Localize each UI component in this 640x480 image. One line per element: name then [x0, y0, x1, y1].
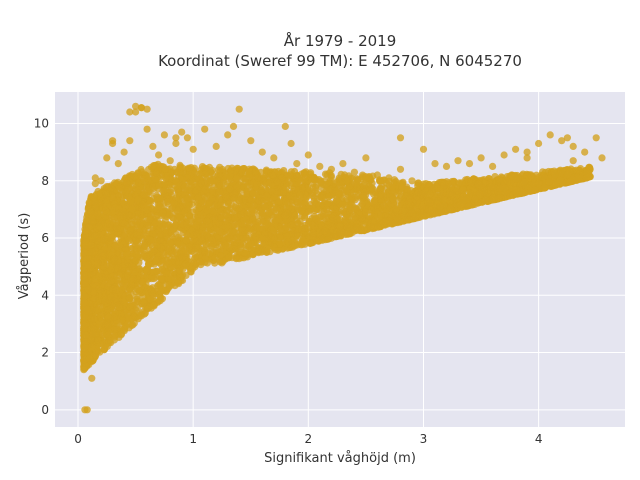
chart-title-line1: År 1979 - 2019	[284, 31, 397, 50]
scatter-point	[182, 260, 190, 268]
scatter-point	[110, 214, 118, 222]
scatter-point	[291, 242, 299, 250]
scatter-point	[300, 213, 309, 222]
scatter-points	[80, 102, 606, 414]
scatter-point	[222, 193, 231, 202]
scatter-point	[347, 193, 355, 201]
scatter-point	[310, 197, 318, 205]
scatter-point	[539, 168, 547, 176]
scatter-point	[168, 250, 176, 258]
scatter-point	[172, 194, 180, 202]
scatter-point	[134, 170, 142, 178]
scatter-point	[139, 292, 147, 300]
scatter-point	[306, 217, 314, 225]
scatter-point	[413, 199, 421, 207]
scatter-point	[232, 254, 240, 262]
chart-title-line2: Koordinat (Sweref 99 TM): E 452706, N 60…	[158, 52, 522, 70]
scatter-point	[169, 225, 178, 233]
scatter-point	[419, 180, 428, 188]
scatter-point	[201, 186, 209, 194]
scatter-point	[144, 165, 153, 174]
scatter-point	[167, 263, 175, 271]
scatter-point	[218, 165, 227, 174]
scatter-point	[83, 217, 91, 225]
scatter-point	[262, 166, 270, 174]
scatter-point	[118, 310, 126, 318]
scatter-point	[226, 233, 234, 241]
scatter-point	[245, 227, 253, 235]
scatter-point	[203, 217, 211, 225]
scatter-point	[308, 191, 316, 200]
scatter-point	[149, 183, 157, 191]
scatter-point	[448, 179, 456, 187]
scatter-point	[126, 303, 134, 311]
